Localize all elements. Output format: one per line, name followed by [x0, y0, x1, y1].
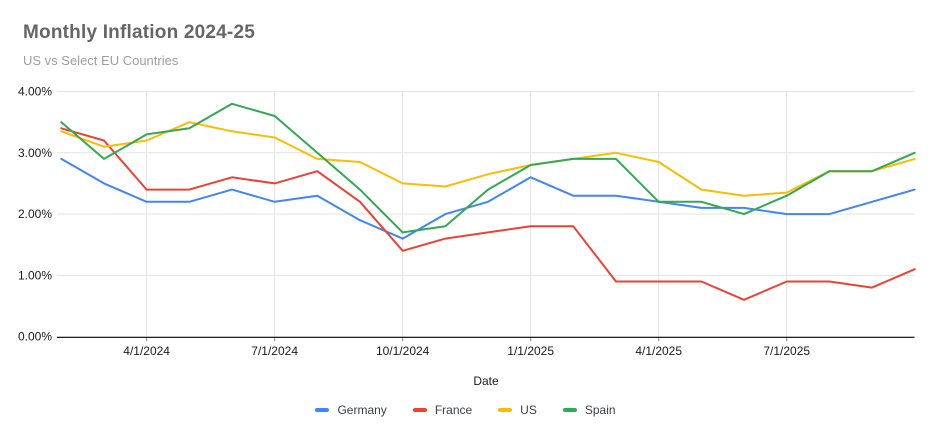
- x-tick-label: 4/1/2025: [635, 344, 682, 358]
- legend-item-germany: Germany: [315, 403, 387, 417]
- legend-label-us: US: [520, 403, 537, 417]
- y-tick-label: 4.00%: [18, 85, 52, 99]
- legend-label-germany: Germany: [337, 403, 387, 417]
- x-tick-label: 1/1/2025: [507, 344, 554, 358]
- series-line-us: [60, 121, 916, 197]
- series-line-france: [60, 127, 916, 301]
- x-tick-label: 7/1/2024: [251, 344, 298, 358]
- legend-swatch-us: [498, 408, 513, 412]
- y-tick-label: 3.00%: [18, 146, 52, 160]
- legend-swatch-spain: [562, 408, 577, 412]
- x-tick-label: 4/1/2024: [123, 344, 170, 358]
- legend-swatch-france: [412, 408, 427, 412]
- legend-label-france: France: [434, 403, 473, 417]
- x-axis-title: Date: [473, 374, 499, 388]
- legend-label-spain: Spain: [584, 403, 616, 417]
- legend-item-france: France: [412, 403, 473, 417]
- y-tick-label: 2.00%: [18, 207, 52, 221]
- y-tick-label: 0.00%: [18, 330, 52, 344]
- series-line-spain: [60, 102, 916, 234]
- series-line-germany: [60, 157, 916, 240]
- x-tick-label: 7/1/2025: [763, 344, 810, 358]
- legend-item-us: US: [498, 403, 537, 417]
- y-tick-label: 1.00%: [18, 268, 52, 282]
- x-tick-label: 10/1/2024: [376, 344, 430, 358]
- legend-item-spain: Spain: [562, 403, 616, 417]
- chart-subtitle: US vs Select EU Countries: [23, 53, 179, 68]
- chart-title: Monthly Inflation 2024-25: [23, 22, 255, 43]
- legend-swatch-germany: [315, 408, 330, 412]
- legend: Germany France US Spain: [0, 403, 931, 417]
